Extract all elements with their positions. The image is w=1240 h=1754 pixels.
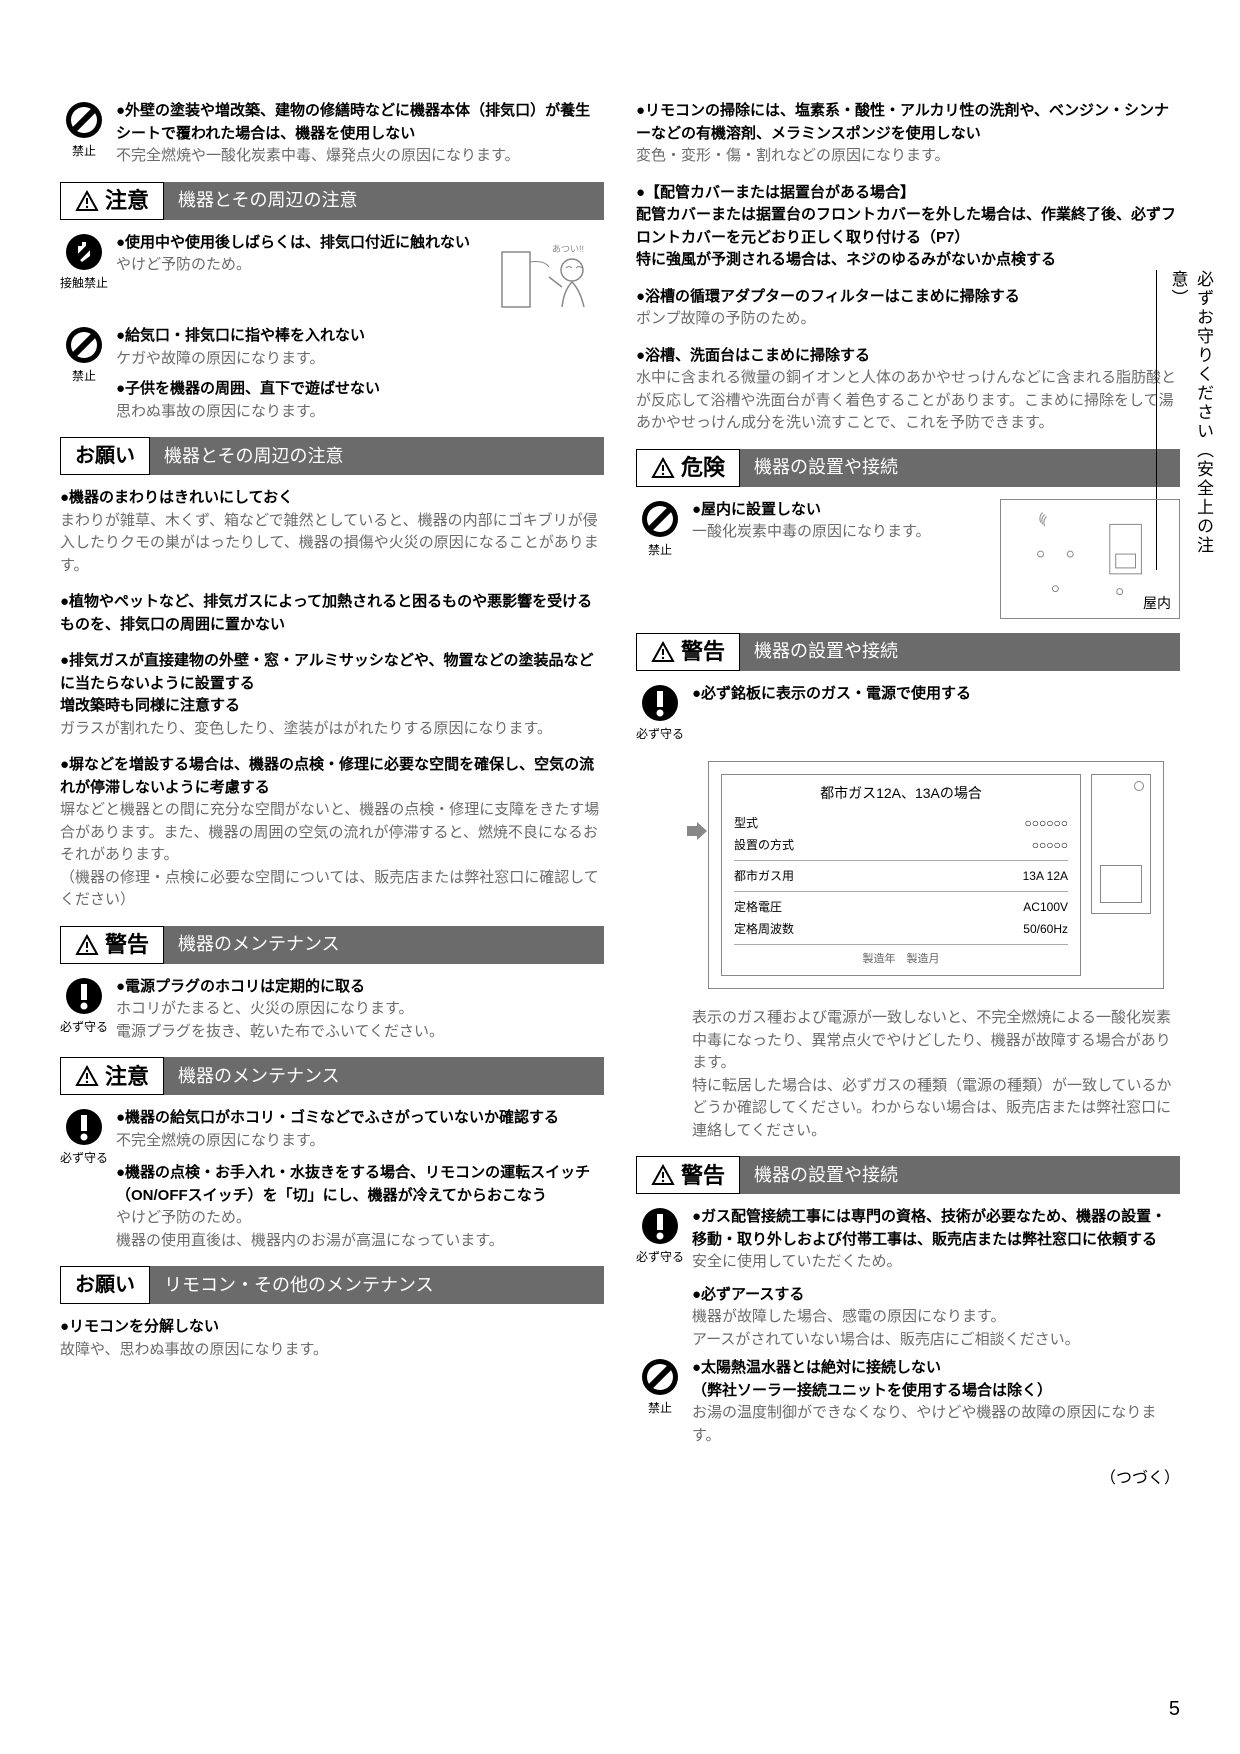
warning-header-2: 警告 機器の設置や接続	[636, 633, 1180, 671]
prohibit-icon: 禁止	[636, 1357, 684, 1417]
remote-disassemble-title: ●リモコンを分解しない	[60, 1316, 604, 1339]
intake-title: ●機器の給気口がホコリ・ゴミなどでふさがっていないか確認する	[116, 1107, 604, 1130]
bath-clean-body: 水中に含まれる微量の銅イオンと人体のあかやせっけんなどに含まれる脂肪酸とが反応し…	[636, 367, 1180, 435]
remote-clean-title: ●リモコンの掃除には、塩素系・酸性・アルカリ性の洗剤や、ベンジン・シンナーなどの…	[636, 100, 1180, 145]
continue-label: （つづく）	[636, 1467, 1180, 1491]
finger-title: ●給気口・排気口に指や棒を入れない	[116, 325, 604, 348]
mandatory-icon: 必ず守る	[636, 1206, 684, 1266]
nameplate-diagram: 都市ガス12A、13Aの場合 型式○○○○○○ 設置の方式○○○○○ 都市ガス用…	[692, 751, 1180, 1000]
mandatory-icon: 必ず守る	[636, 683, 684, 743]
fence-title: ●塀などを増設する場合は、機器の点検・修理に必要な空間を確保し、空気の流れが停滞…	[60, 754, 604, 799]
pipe-work-body: 安全に使用していただくため。	[692, 1251, 1180, 1274]
finger-body: ケガや故障の原因になります。	[116, 348, 604, 371]
warning-header-1: 警告 機器のメンテナンス	[60, 926, 604, 964]
left-column: 禁止 ●外壁の塗装や増改築、建物の修繕時などに機器本体（排気口）が養生シートで覆…	[60, 100, 604, 1491]
check-title: ●機器の点検・お手入れ・水抜きをする場合、リモコンの運転スイッチ（ON/OFFス…	[116, 1162, 604, 1207]
plug-dust-title: ●電源プラグのホコリは定期的に取る	[116, 976, 604, 999]
touch-body: やけど予防のため。	[116, 254, 486, 277]
svg-text:あつい!!: あつい!!	[552, 244, 584, 254]
arrow-icon	[685, 822, 707, 840]
solar-body: お湯の温度制御ができなくなり、やけどや機器の故障の原因になります。	[692, 1402, 1180, 1447]
touch-title: ●使用中や使用後しばらくは、排気口付近に触れない	[116, 232, 486, 255]
prohibit-icon: 禁止	[60, 100, 108, 160]
check-body1: やけど予防のため。	[116, 1207, 604, 1230]
danger-header: 危険 機器の設置や接続	[636, 449, 1180, 487]
indoor-body: 一酸化炭素中毒の原因になります。	[692, 521, 992, 544]
check-body2: 機器の使用直後は、機器内のお湯が高温になっています。	[116, 1230, 604, 1253]
exhaust-wall-title: ●排気ガスが直接建物の外壁・窓・アルミサッシなどや、物置などの塗装品などに当たら…	[60, 650, 604, 718]
solar-title: ●太陽熱温水器とは絶対に接続しない （弊社ソーラー接続ユニットを使用する場合は除…	[692, 1357, 1180, 1402]
exhaust-wall-body: ガラスが割れたり、変色したり、塗装がはがれたりする原因になります。	[60, 718, 604, 741]
clean-around-body: まわりが雑草、木くず、箱などで雑然としていると、機器の内部にゴキブリが侵入したり…	[60, 510, 604, 578]
ground-title: ●必ずアースする	[692, 1284, 1180, 1307]
intake-body: 不完全燃焼の原因になります。	[116, 1130, 604, 1153]
ground-body: 機器が故障した場合、感電の原因になります。 アースがされていない場合は、販売店に…	[692, 1306, 1180, 1351]
heater-icon	[1091, 774, 1151, 914]
gas-nameplate-title: ●必ず銘板に表示のガス・電源で使用する	[692, 683, 1180, 706]
warning-header-3: 警告 機器の設置や接続	[636, 1156, 1180, 1194]
clean-around-title: ●機器のまわりはきれいにしておく	[60, 487, 604, 510]
exterior-wall-body: 不完全燃焼や一酸化炭素中毒、爆発点火の原因になります。	[116, 145, 604, 168]
indoor-title: ●屋内に設置しない	[692, 499, 992, 522]
exterior-wall-title: ●外壁の塗装や増改築、建物の修繕時などに機器本体（排気口）が養生シートで覆われた…	[116, 100, 604, 145]
filter-body: ポンプ故障の予防のため。	[636, 308, 1180, 331]
plug-dust-body1: ホコリがたまると、火災の原因になります。	[116, 998, 604, 1021]
cover-title: ●【配管カバーまたは据置台がある場合】 配管カバーまたは据置台のフロントカバーを…	[636, 182, 1180, 272]
gas-nameplate-body: 表示のガス種および電源が一致しないと、不完全燃焼による一酸化炭素中毒になったり、…	[692, 1007, 1180, 1142]
caution-header-1: 注意 機器とその周辺の注意	[60, 182, 604, 220]
children-title: ●子供を機器の周囲、直下で遊ばせない	[116, 378, 604, 401]
right-column: ●リモコンの掃除には、塩素系・酸性・アルカリ性の洗剤や、ベンジン・シンナーなどの…	[636, 100, 1180, 1491]
remote-clean-body: 変色・変形・傷・割れなどの原因になります。	[636, 145, 1180, 168]
plug-dust-body2: 電源プラグを抜き、乾いた布でふいてください。	[116, 1021, 604, 1044]
plants-pets-title: ●植物やペットなど、排気ガスによって加熱されると困るものや悪影響を受けるものを、…	[60, 591, 604, 636]
prohibit-icon: 禁止	[636, 499, 684, 559]
caution-header-2: 注意 機器のメンテナンス	[60, 1057, 604, 1095]
fence-body: 塀などと機器との間に充分な空間がないと、機器の点検・修理に支障をきたす場合があり…	[60, 799, 604, 912]
pipe-work-title: ●ガス配管接続工事には専門の資格、技術が必要なため、機器の設置・移動・取り外しお…	[692, 1206, 1180, 1251]
children-body: 思わぬ事故の原因になります。	[116, 401, 604, 424]
onegai-header-1: お願い 機器とその周辺の注意	[60, 437, 604, 475]
touch-prohibit-icon: 接触禁止	[60, 232, 108, 292]
mandatory-icon: 必ず守る	[60, 976, 108, 1036]
bath-clean-title: ●浴槽、洗面台はこまめに掃除する	[636, 345, 1180, 368]
hot-exhaust-illustration: あつい!!	[494, 232, 604, 320]
onegai-header-2: お願い リモコン・その他のメンテナンス	[60, 1266, 604, 1304]
filter-title: ●浴槽の循環アダプターのフィルターはこまめに掃除する	[636, 286, 1180, 309]
remote-disassemble-body: 故障や、思わぬ事故の原因になります。	[60, 1339, 604, 1362]
indoor-diagram: 屋内	[1000, 499, 1180, 619]
page-number: 5	[1169, 1694, 1180, 1724]
mandatory-icon: 必ず守る	[60, 1107, 108, 1167]
prohibit-icon: 禁止	[60, 325, 108, 385]
